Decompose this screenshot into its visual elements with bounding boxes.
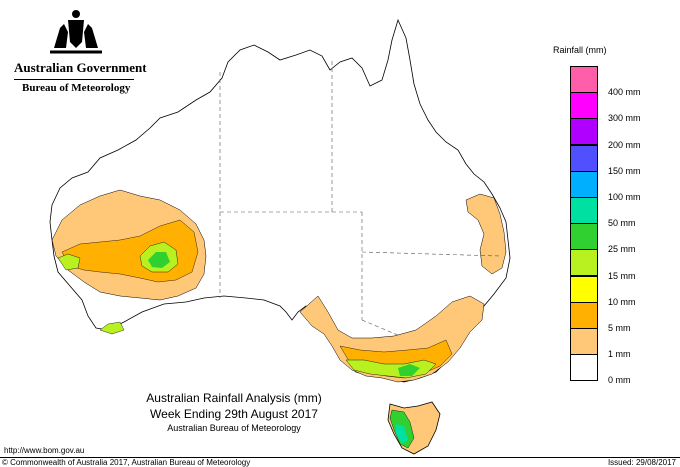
state-borders xyxy=(219,60,501,337)
legend-swatch xyxy=(570,275,598,303)
legend-label: 150 mm xyxy=(608,165,641,176)
issued-date: Issued: 29/08/2017 xyxy=(607,458,676,467)
rain-area-wa-west xyxy=(57,253,81,271)
legend-label: 15 mm xyxy=(608,270,636,281)
legend-swatch xyxy=(570,354,598,382)
website-url: http://www.bom.gov.au xyxy=(4,446,85,455)
legend-label: 0 mm xyxy=(608,375,631,386)
legend-swatch xyxy=(570,223,598,251)
legend-label: 10 mm xyxy=(608,296,636,307)
bureau-name: Bureau of Meteorology xyxy=(22,82,131,94)
rain-area-east-coast xyxy=(465,193,507,275)
legend-label: 5 mm xyxy=(608,323,631,333)
legend-label: 25 mm xyxy=(608,244,636,255)
legend-label: 50 mm xyxy=(608,218,636,229)
footer-divider xyxy=(0,457,680,458)
legend-swatch xyxy=(570,249,598,277)
legend-label: 200 mm xyxy=(608,139,641,150)
legend-label: 400 mm xyxy=(608,87,641,98)
legend-swatch xyxy=(570,144,598,172)
legend-title: Rainfall (mm) xyxy=(553,45,607,55)
rain-area-se-heavier xyxy=(398,364,420,376)
legend-label: 1 mm xyxy=(608,349,631,360)
legend-swatch xyxy=(570,197,598,224)
government-name: Australian Government xyxy=(14,60,147,75)
government-logo: Australian Government Bureau of Meteorol… xyxy=(8,8,147,98)
legend-swatch xyxy=(570,301,598,329)
coat-of-arms-icon xyxy=(50,10,102,54)
rain-area-wa-heavier xyxy=(148,252,170,268)
rain-area-tasmania-heaviest xyxy=(396,424,408,444)
map-title: Australian Rainfall Analysis (mm) xyxy=(146,391,322,405)
map-title-block: Australian Rainfall Analysis (mm) Week E… xyxy=(128,390,340,434)
logo-divider xyxy=(14,79,134,80)
legend-swatch xyxy=(570,92,598,120)
legend-swatch xyxy=(570,66,598,93)
rain-area-wa-cape xyxy=(99,321,125,335)
legend-swatch xyxy=(570,328,598,355)
copyright-text: © Commonwealth of Australia 2017, Austra… xyxy=(2,458,251,467)
legend-label: 100 mm xyxy=(608,192,641,202)
map-subtitle: Week Ending 29th August 2017 xyxy=(150,407,318,421)
legend-label: 300 mm xyxy=(608,113,641,124)
legend-swatch xyxy=(570,170,598,198)
legend-swatch xyxy=(570,118,598,146)
map-source: Australian Bureau of Meteorology xyxy=(167,423,301,433)
